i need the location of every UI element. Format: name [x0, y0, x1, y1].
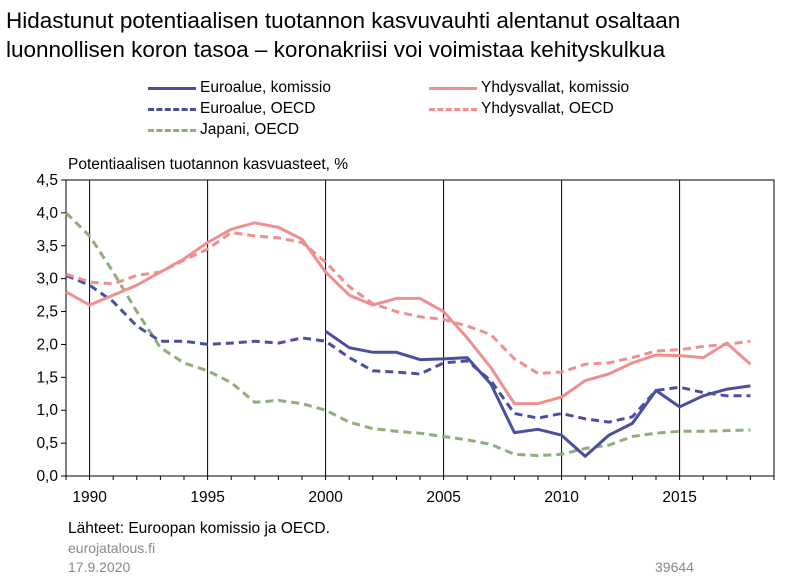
x-tick-label-1990: 1990 [72, 489, 107, 506]
legend-label-yhdysvallat-komissio: Yhdysvallat, komissio [481, 79, 630, 96]
y-tick-label-9: 4,5 [36, 172, 58, 189]
legend-item-yhdysvallat-oecd: Yhdysvallat, OECD [429, 100, 729, 118]
legend-label-yhdysvallat-oecd: Yhdysvallat, OECD [481, 100, 614, 117]
legend-swatch-euroalue-komissio [148, 87, 196, 90]
y-tick-label-0: 0,0 [36, 468, 58, 485]
y-tick-label-3: 1,5 [36, 369, 58, 386]
source-note: Lähteet: Euroopan komissio ja OECD. [68, 520, 330, 537]
y-tick-label-4: 2,0 [36, 336, 58, 353]
legend-swatch-yhdysvallat-komissio [429, 87, 477, 90]
series-line-euroalue-komissio [324, 330, 751, 458]
y-tick-label-7: 3,5 [36, 238, 58, 255]
legend-item-euroalue-komissio: Euroalue, komissio [148, 79, 448, 97]
publish-date: 17.9.2020 [68, 559, 131, 575]
series-line-yhdysvallat-komissio [65, 221, 752, 406]
series-line-japani-oecd [64, 211, 751, 458]
legend-label-japani-oecd: Japani, OECD [200, 121, 300, 138]
x-tick-label-2015: 2015 [662, 489, 696, 506]
legend-item-euroalue-oecd: Euroalue, OECD [148, 100, 448, 118]
chart-title-line-2: luonnollisen koron tasoa – koronakriisi … [6, 37, 666, 62]
plot-frame [65, 179, 775, 477]
legend-item-japani-oecd: Japani, OECD [148, 121, 448, 139]
x-tick-label-2000: 2000 [308, 489, 343, 506]
y-tick-label-2: 1,0 [36, 402, 58, 419]
chart-code: 39644 [655, 559, 694, 575]
x-tick-label-1995: 1995 [190, 489, 224, 506]
legend-item-yhdysvallat-komissio: Yhdysvallat, komissio [429, 79, 729, 97]
legend-label-euroalue-komissio: Euroalue, komissio [200, 79, 331, 96]
chart-title: Hidastunut potentiaalisen tuotannon kasv… [6, 6, 796, 64]
series-line-euroalue-oecd [65, 274, 751, 424]
site-name: eurojatalous.fi [68, 540, 156, 556]
chart-subtitle: Potentiaalisen tuotannon kasvuasteet, % [68, 156, 349, 173]
y-tick-label-5: 2,5 [36, 304, 58, 321]
legend-swatch-euroalue-oecd [148, 108, 196, 111]
y-tick-label-6: 3,0 [36, 271, 58, 288]
x-tick-label-2005: 2005 [426, 489, 460, 506]
legend-swatch-yhdysvallat-oecd [429, 108, 477, 111]
y-tick-label-1: 0,5 [36, 435, 58, 452]
chart-title-line-1: Hidastunut potentiaalisen tuotannon kasv… [6, 8, 681, 33]
legend-label-euroalue-oecd: Euroalue, OECD [200, 100, 316, 117]
y-tick-label-8: 4,0 [36, 205, 58, 222]
legend-swatch-japani-oecd [148, 129, 196, 132]
x-tick-label-2010: 2010 [544, 489, 579, 506]
